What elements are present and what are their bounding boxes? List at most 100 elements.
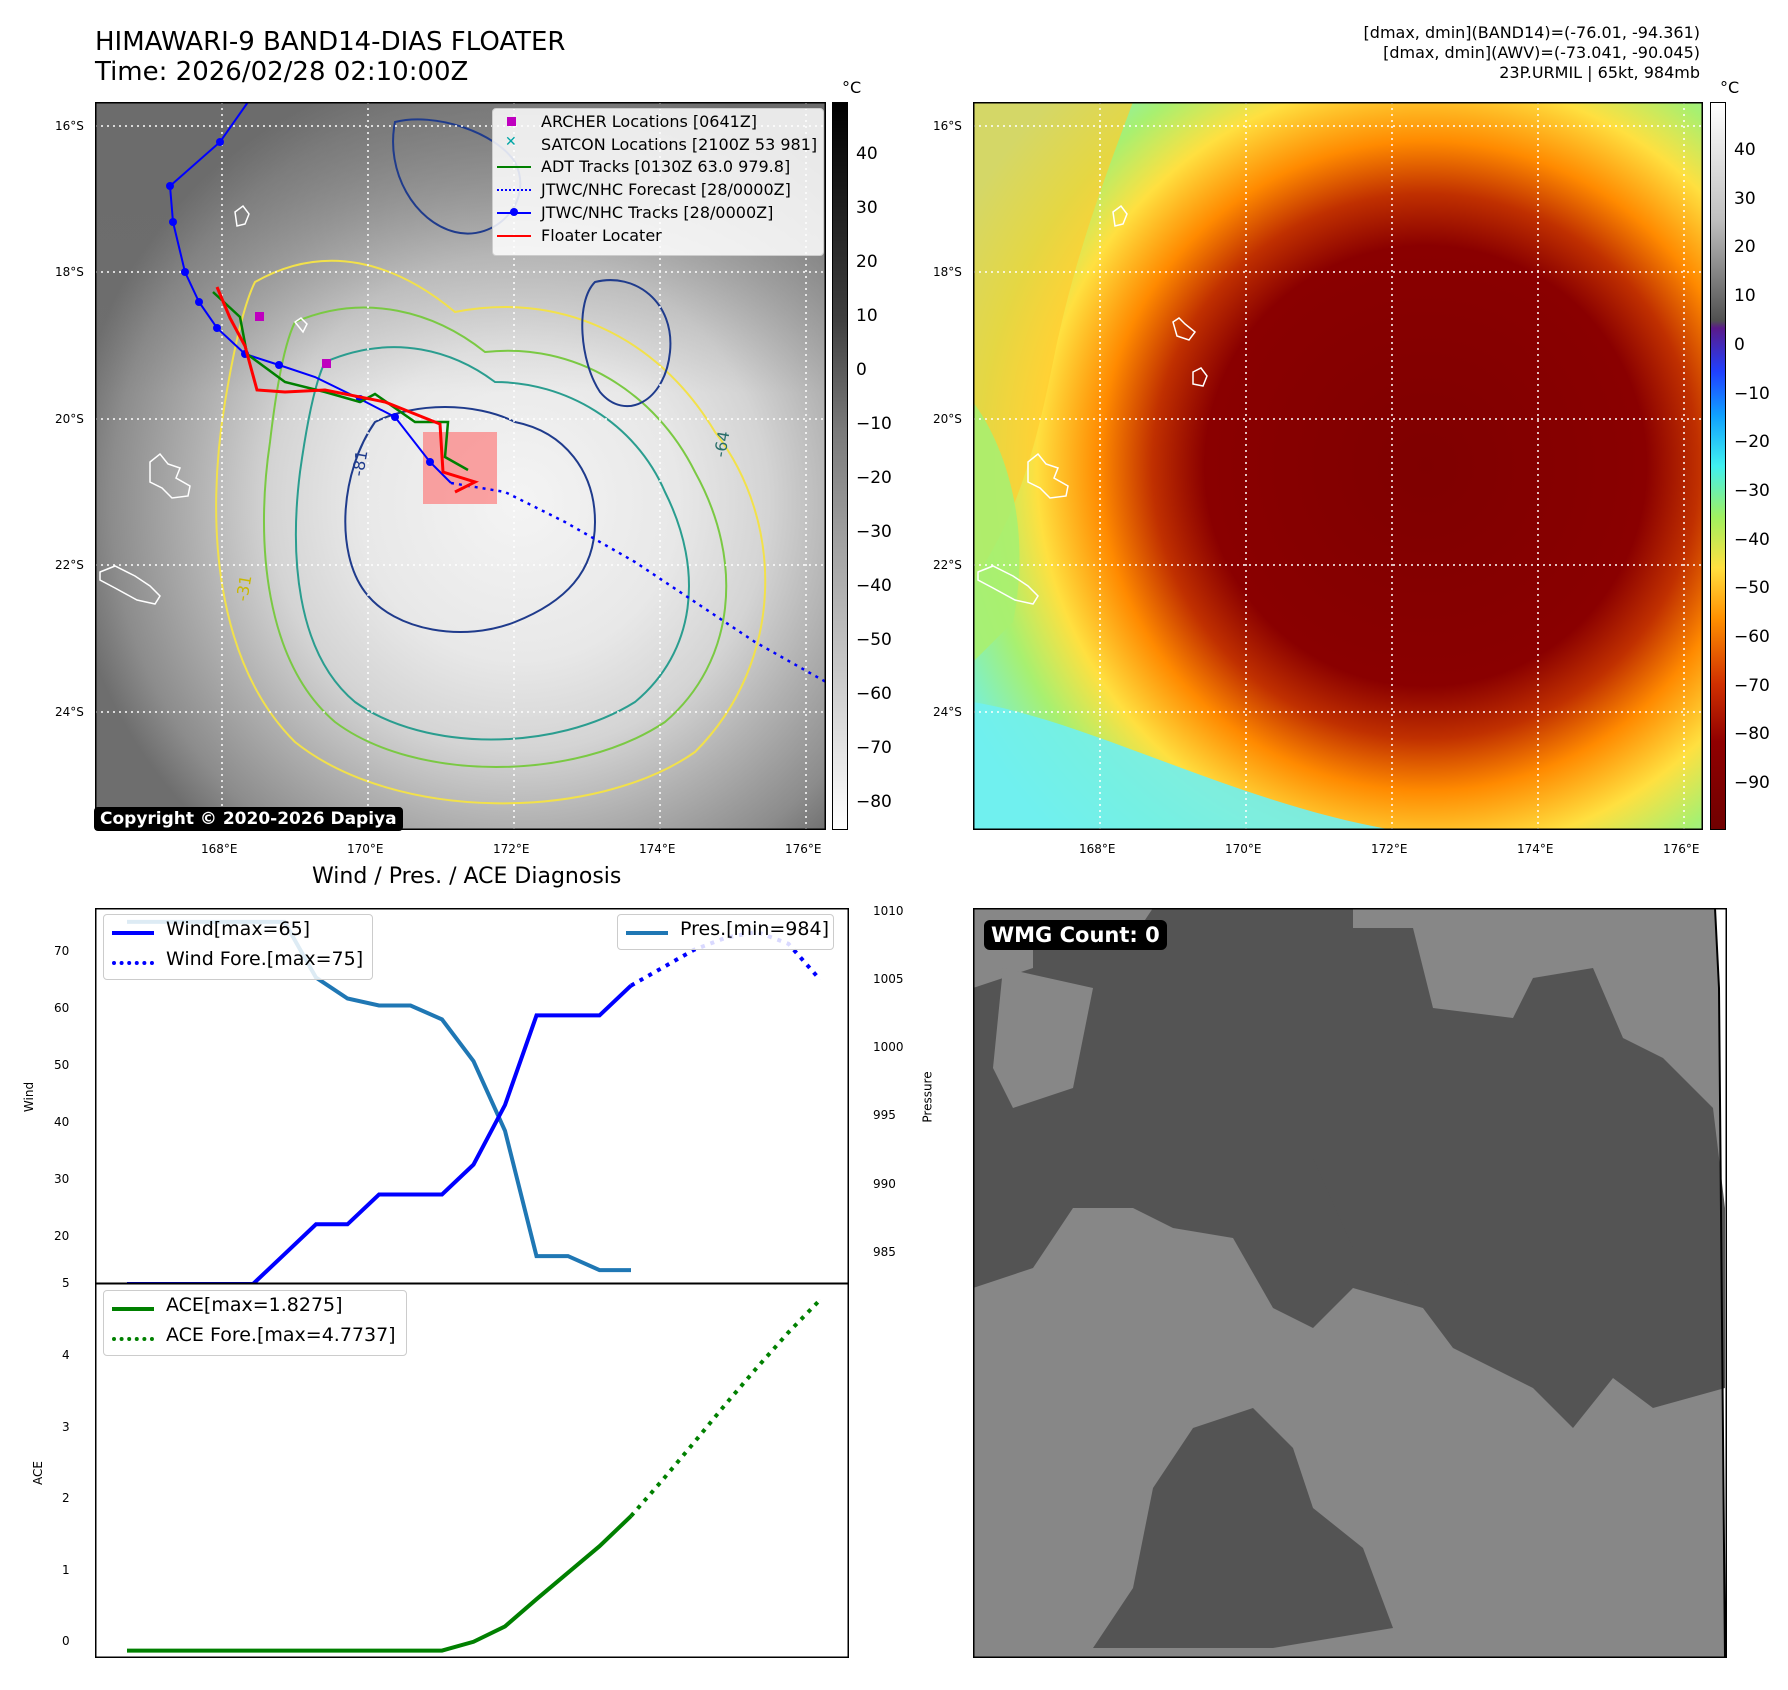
ace-forecast-line [629, 1298, 822, 1518]
pres-legend-line [626, 931, 668, 935]
lat-label: 24°S [55, 705, 84, 719]
pres-tick: 990 [873, 1177, 896, 1191]
color-colorbar-unit: °C [1720, 78, 1740, 97]
ace-tick: 3 [62, 1420, 70, 1434]
lat-label: 16°S [933, 119, 962, 133]
ace-tick: 2 [62, 1491, 70, 1505]
copyright-badge: Copyright © 2020-2026 Dapiya [94, 807, 403, 831]
gray-colorbar-unit: °C [842, 78, 862, 97]
contour-label-64: -64 [710, 430, 733, 459]
lat-label: 22°S [933, 558, 962, 572]
lat-label: 22°S [55, 558, 84, 572]
lat-label: 18°S [55, 265, 84, 279]
legend-floater: Floater Locater [541, 226, 662, 245]
wind-tick: 5 [62, 1276, 70, 1290]
adt-legend-line [497, 166, 531, 168]
figure-title: HIMAWARI-9 BAND14-DIAS FLOATER [95, 27, 566, 57]
diagnosis-title: Wind / Pres. / ACE Diagnosis [312, 864, 622, 889]
gray-cb-tick: −80 [856, 792, 892, 812]
pres-tick: 1005 [873, 972, 904, 986]
ace-fore-legend-label: ACE Fore.[max=4.7737] [166, 1324, 396, 1346]
wind-tick: 20 [54, 1229, 70, 1243]
contour-yellow [215, 259, 767, 805]
lon-label: 170°E [347, 842, 384, 856]
lon-label: 174°E [1517, 842, 1554, 856]
wind-legend-line [112, 931, 154, 935]
island-coastline [1027, 452, 1069, 499]
ace-ylabel: ACE [30, 1461, 45, 1485]
color-cb-tick: −40 [1734, 530, 1770, 550]
gray-cb-tick: 20 [856, 252, 878, 272]
lon-label: 172°E [1371, 842, 1408, 856]
lat-label: 20°S [933, 412, 962, 426]
color-cb-tick: 0 [1734, 335, 1745, 355]
color-cb-tick: −10 [1734, 384, 1770, 404]
gray-cb-tick: 30 [856, 198, 878, 218]
gray-cb-tick: 0 [856, 360, 867, 380]
color-colorbar [1710, 102, 1726, 830]
wind-fore-legend-label: Wind Fore.[max=75] [166, 948, 364, 970]
ace-tick: 4 [62, 1348, 70, 1362]
map-gridlines [973, 102, 1703, 830]
lon-label: 176°E [785, 842, 822, 856]
awv-range-text: [dmax, dmin](AWV)=(-73.041, -90.045) [1383, 43, 1700, 62]
pres-tick: 995 [873, 1108, 896, 1122]
floater-legend-line [497, 235, 531, 237]
forecast-legend-line [497, 189, 531, 191]
ace-tick: 1 [62, 1563, 70, 1577]
gray-cb-tick: 40 [856, 144, 878, 164]
gray-cb-tick: −70 [856, 738, 892, 758]
color-cb-tick: 40 [1734, 140, 1756, 160]
color-map-panel [973, 102, 1703, 830]
contour-green [263, 306, 728, 768]
legend-adt: ADT Tracks [0130Z 63.0 979.8] [541, 157, 791, 176]
island-coastline [149, 452, 191, 499]
jtwc-forecast [450, 481, 826, 684]
lon-label: 176°E [1663, 842, 1700, 856]
color-cb-tick: 20 [1734, 237, 1756, 257]
color-cb-tick: −70 [1734, 676, 1770, 696]
color-cb-tick: −30 [1734, 481, 1770, 501]
ace-line [127, 1514, 633, 1653]
satcon-legend-marker: ✕ [505, 134, 517, 150]
wind-tick: 50 [54, 1058, 70, 1072]
lat-label: 16°S [55, 119, 84, 133]
wind-legend: Wind[max=65] Wind Fore.[max=75] [103, 914, 373, 980]
wind-fore-legend-line [112, 961, 154, 965]
wmg-panel [973, 908, 1727, 1658]
storm-info-text: 23P.URMIL | 65kt, 984mb [1499, 63, 1700, 82]
contour-navy [344, 406, 597, 633]
lon-label: 170°E [1225, 842, 1262, 856]
floater-track [215, 286, 479, 494]
wind-line [127, 984, 633, 1284]
wind-tick: 40 [54, 1115, 70, 1129]
lon-label: 172°E [493, 842, 530, 856]
color-cb-tick: −80 [1734, 724, 1770, 744]
gray-cb-tick: −50 [856, 630, 892, 650]
pres-legend: Pres.[min=984] [617, 914, 834, 950]
ace-chart [95, 1283, 849, 1658]
pres-ylabel: Pressure [920, 1071, 935, 1123]
tracks-legend-dot [510, 208, 518, 216]
figure-time: Time: 2026/02/28 02:10:00Z [95, 57, 469, 87]
contour-teal [294, 346, 690, 741]
pres-tick: 1010 [873, 904, 904, 918]
wind-legend-label: Wind[max=65] [166, 918, 311, 940]
wind-tick: 60 [54, 1001, 70, 1015]
gray-colorbar [832, 102, 848, 830]
archer-legend-marker [507, 117, 516, 126]
ace-legend-line [112, 1307, 154, 1311]
ace-fore-legend-line [112, 1337, 154, 1341]
band14-range-text: [dmax, dmin](BAND14)=(-76.01, -94.361) [1363, 23, 1700, 42]
jtwc-track [168, 102, 452, 484]
pres-tick: 985 [873, 1245, 896, 1259]
ace-chart-frame [95, 1283, 849, 1658]
lat-label: 20°S [55, 412, 84, 426]
archer-marker [322, 359, 331, 368]
legend-satcon: SATCON Locations [2100Z 53 981] [541, 135, 818, 154]
legend-tracks: JTWC/NHC Tracks [28/0000Z] [541, 203, 774, 222]
gray-cb-tick: −20 [856, 468, 892, 488]
gray-cb-tick: −60 [856, 684, 892, 704]
floater-box [423, 432, 497, 504]
wind-ylabel: Wind [22, 1081, 37, 1113]
